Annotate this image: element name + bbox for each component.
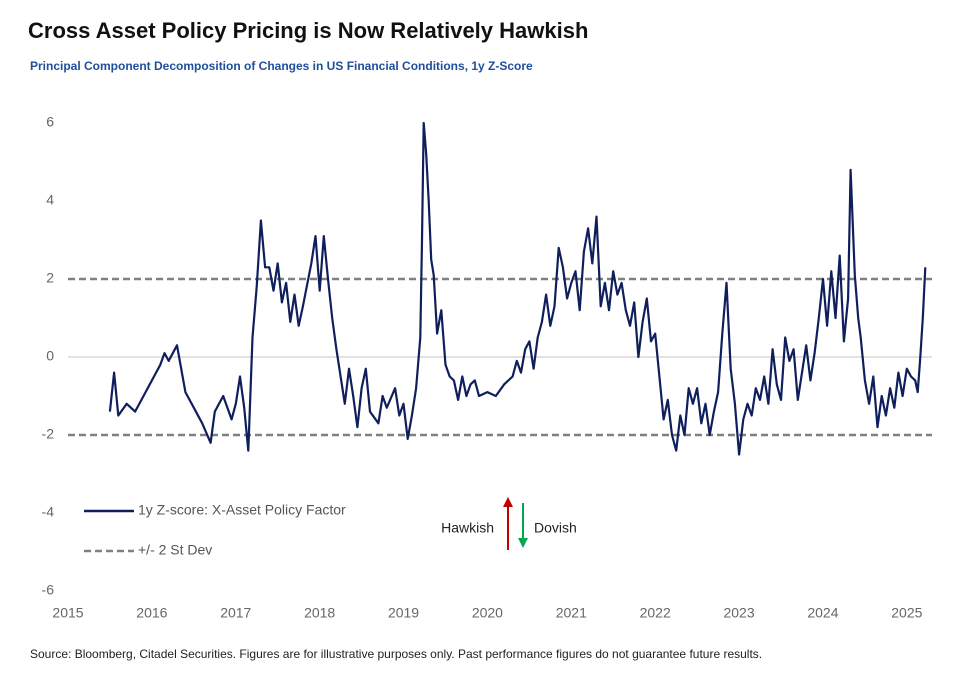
y-tick-label: -4 (42, 504, 55, 520)
x-tick-label: 2022 (640, 605, 671, 621)
y-tick-label: -2 (42, 426, 55, 442)
x-tick-label: 2023 (723, 605, 754, 621)
dovish-arrowhead (518, 538, 528, 548)
x-tick-label: 2015 (52, 605, 83, 621)
chart-subtitle: Principal Component Decomposition of Cha… (30, 59, 533, 73)
x-tick-label: 2018 (304, 605, 335, 621)
source-note: Source: Bloomberg, Citadel Securities. F… (30, 647, 762, 661)
legend-label: 1y Z-score: X-Asset Policy Factor (138, 502, 346, 518)
x-tick-label: 2025 (891, 605, 922, 621)
y-tick-label: -6 (42, 582, 55, 598)
y-tick-label: 0 (46, 348, 54, 364)
legend-label: +/- 2 St Dev (138, 542, 212, 558)
x-tick-label: 2016 (136, 605, 167, 621)
x-tick-label: 2017 (220, 605, 251, 621)
y-tick-label: 2 (46, 270, 54, 286)
annotation: Dovish (534, 520, 577, 536)
x-tick-label: 2024 (807, 605, 838, 621)
chart-title: Cross Asset Policy Pricing is Now Relati… (28, 18, 588, 43)
data-line (108, 121, 927, 456)
y-tick-label: 4 (46, 192, 54, 208)
x-tick-label: 2020 (472, 605, 503, 621)
hawkish-arrowhead (503, 497, 513, 507)
x-tick-label: 2019 (388, 605, 419, 621)
annotation: Hawkish (441, 520, 494, 536)
x-tick-label: 2021 (556, 605, 587, 621)
y-tick-label: 6 (46, 114, 54, 130)
